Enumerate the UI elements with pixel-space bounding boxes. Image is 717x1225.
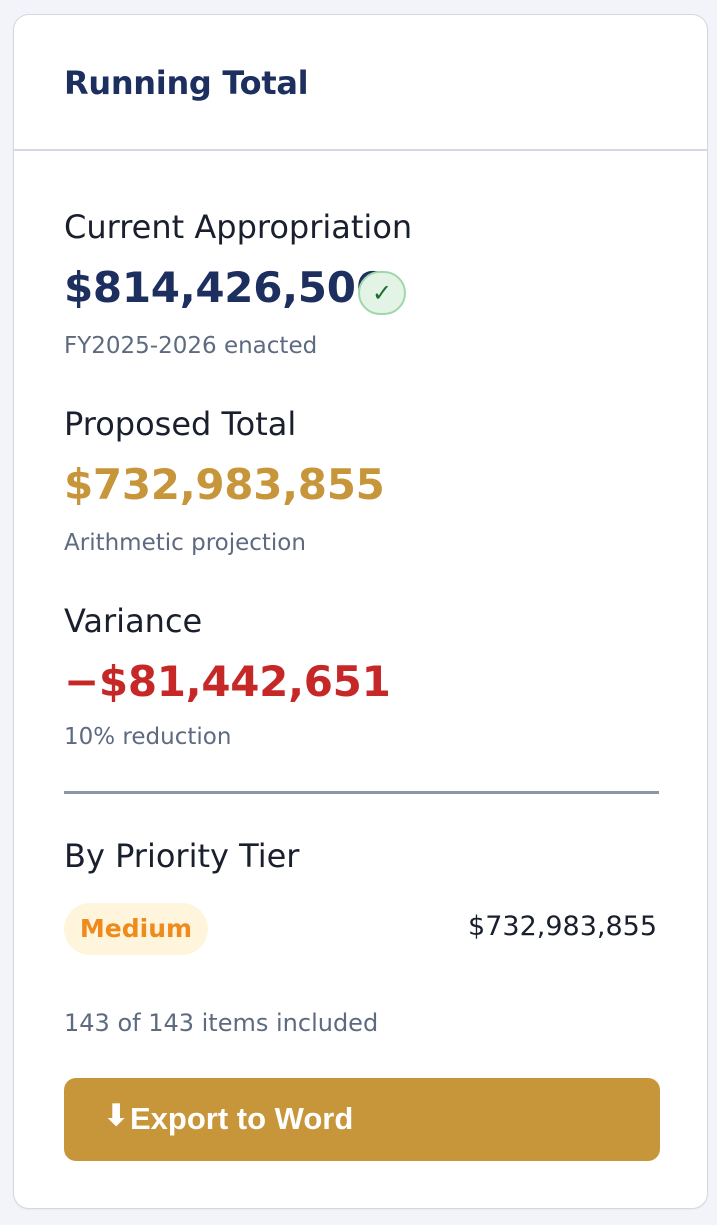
proposed-total-amount: $732,983,855 [64, 460, 385, 509]
checkmark-icon: ✓ [358, 271, 406, 315]
export-button-label: Export to Word [130, 1101, 354, 1136]
priority-tier-heading: By Priority Tier [64, 837, 300, 875]
running-total-panel: Running Total Current Appropriation $814… [13, 14, 708, 1209]
current-appropriation-label: Current Appropriation [64, 208, 413, 246]
current-appropriation-amount: $814,426,506 [64, 263, 385, 312]
priority-tier-badge-medium: Medium [64, 903, 208, 955]
proposed-total-label: Proposed Total [64, 405, 297, 443]
priority-tier-amount-medium: $732,983,855 [468, 911, 657, 942]
proposed-total-note: Arithmetic projection [64, 530, 306, 556]
current-appropriation-note: FY2025-2026 enacted [64, 333, 318, 359]
items-included-count: 143 of 143 items included [64, 1009, 379, 1037]
panel-header: Running Total [14, 15, 707, 151]
variance-amount: −$81,442,651 [64, 657, 391, 706]
variance-note: 10% reduction [64, 724, 232, 750]
section-divider [64, 791, 659, 794]
export-to-word-button[interactable]: ⬇ Export to Word [64, 1078, 660, 1161]
download-arrow-icon: ⬇ [104, 1100, 129, 1132]
variance-label: Variance [64, 602, 203, 640]
panel-title: Running Total [64, 64, 309, 102]
